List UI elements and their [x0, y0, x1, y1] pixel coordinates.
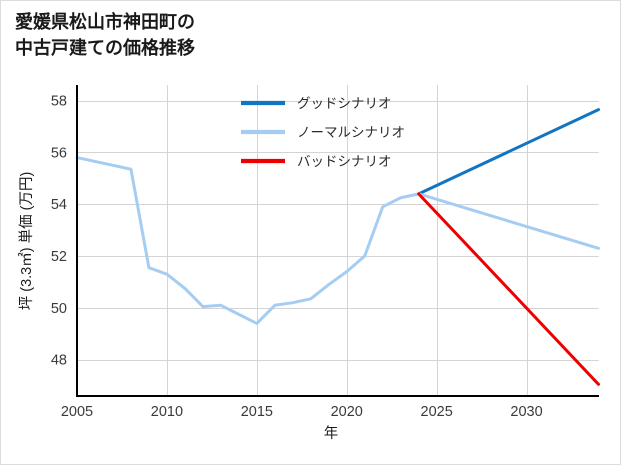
legend-label: バッドシナリオ	[297, 154, 392, 169]
x-tick-label: 2020	[331, 404, 363, 420]
legend-label: ノーマルシナリオ	[297, 125, 405, 140]
x-tick-label: 2030	[510, 404, 542, 420]
axis-spines	[75, 85, 599, 398]
y-tick-label: 56	[51, 145, 67, 161]
series-line	[417, 192, 600, 386]
x-axis-tick-labels: 2005 2010 2015 2020 2025 2030	[61, 404, 543, 420]
series-line	[417, 108, 600, 196]
x-tick-label: 2005	[61, 404, 93, 420]
y-axis-tick-labels: 48 50 52 54 56 58	[51, 94, 67, 369]
x-tick-label: 2025	[421, 404, 453, 420]
x-tick-label: 2010	[151, 404, 183, 420]
x-axis-title: 年	[324, 425, 339, 442]
y-tick-label: 58	[51, 94, 67, 110]
page-title: 愛媛県松山市神田町の 中古戸建ての価格推移	[15, 12, 195, 59]
y-tick-label: 54	[51, 197, 67, 213]
y-tick-label: 48	[51, 353, 67, 369]
series-line	[75, 156, 600, 325]
legend-label: グッドシナリオ	[297, 96, 392, 111]
y-tick-label: 50	[51, 301, 67, 317]
y-tick-label: 52	[51, 249, 67, 265]
series-group	[75, 108, 600, 386]
y-axis-title: 坪 (3.3㎡) 単価 (万円)	[18, 172, 35, 311]
x-tick-label: 2015	[241, 404, 273, 420]
